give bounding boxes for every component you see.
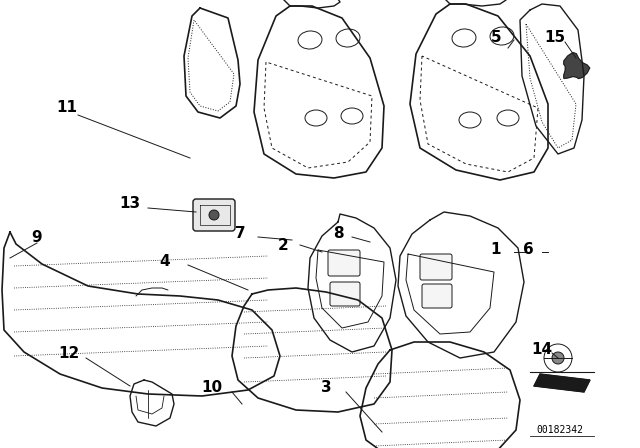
Text: 3: 3	[321, 380, 332, 396]
FancyBboxPatch shape	[193, 199, 235, 231]
Text: 00182342: 00182342	[536, 425, 584, 435]
Text: 2: 2	[278, 237, 289, 253]
Text: 1: 1	[491, 241, 501, 257]
Text: 8: 8	[333, 227, 343, 241]
Ellipse shape	[552, 352, 564, 364]
Text: 11: 11	[56, 99, 77, 115]
Text: 10: 10	[202, 380, 223, 396]
Ellipse shape	[209, 210, 219, 220]
Polygon shape	[534, 374, 590, 392]
Text: 7: 7	[235, 227, 245, 241]
Text: 14: 14	[531, 341, 552, 357]
FancyBboxPatch shape	[422, 284, 452, 308]
Text: 4: 4	[160, 254, 170, 270]
FancyBboxPatch shape	[330, 282, 360, 306]
Text: 6: 6	[523, 241, 533, 257]
FancyBboxPatch shape	[328, 250, 360, 276]
Text: 15: 15	[545, 30, 566, 44]
Text: 5: 5	[491, 30, 501, 44]
FancyBboxPatch shape	[420, 254, 452, 280]
Text: 9: 9	[32, 229, 42, 245]
Polygon shape	[564, 52, 589, 78]
Text: 13: 13	[120, 197, 141, 211]
Text: 12: 12	[58, 345, 79, 361]
